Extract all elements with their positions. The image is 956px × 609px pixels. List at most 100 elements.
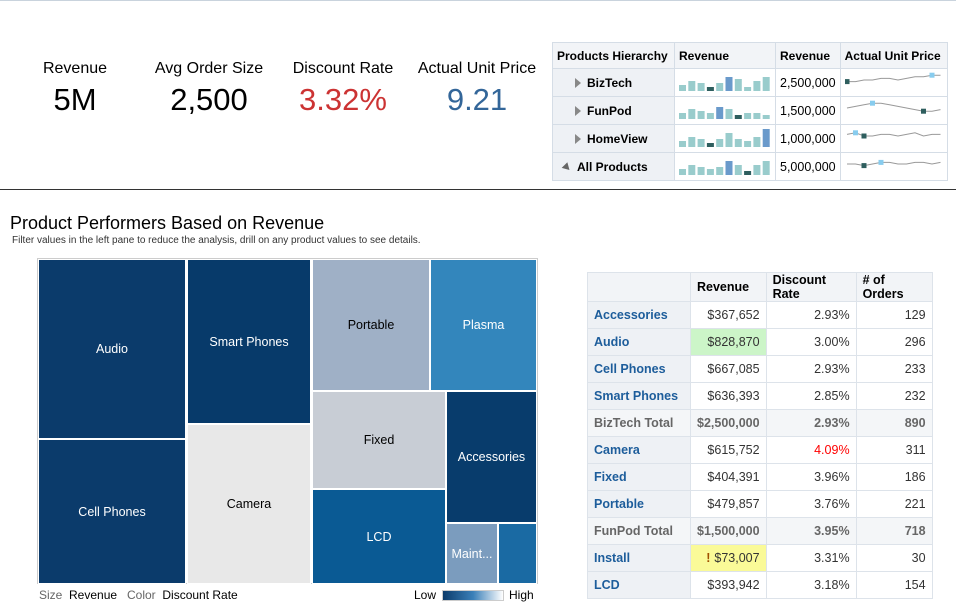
kpi-actual-unit-price: Actual Unit Price 9.21	[413, 60, 541, 118]
treemap-tile[interactable]: Maint...	[446, 523, 498, 584]
product-name[interactable]: LCD	[587, 571, 691, 599]
legend-label: Color	[127, 588, 156, 602]
hierarchy-row: FunPod 1,500,000	[552, 96, 948, 125]
hierarchy-item[interactable]: HomeView	[552, 124, 675, 153]
revenue-value: $404,391	[707, 470, 760, 484]
spark-bar	[725, 161, 733, 175]
product-name[interactable]: Accessories	[587, 301, 691, 329]
treemap-tile[interactable]: LCD	[312, 489, 446, 584]
revenue-value: $479,857	[707, 497, 760, 511]
revenue-sparkbar	[674, 68, 789, 97]
spark-bar	[706, 113, 714, 119]
revenue-cell: $1,500,000	[690, 517, 767, 545]
revenue-sparkbar	[674, 124, 789, 153]
treemap-tile[interactable]	[498, 523, 537, 584]
revenue-value: $828,870	[707, 335, 760, 349]
product-name[interactable]: Audio	[587, 328, 691, 356]
legend-high: High	[509, 588, 534, 602]
product-name[interactable]: Cell Phones	[587, 355, 691, 383]
spark-bar	[716, 83, 724, 91]
orders-cell: 129	[855, 301, 933, 329]
product-name[interactable]: Camera	[587, 436, 691, 464]
hierarchy-row: HomeView 1,000,000	[552, 124, 948, 153]
discount-rate-cell: 3.95%	[765, 517, 857, 545]
col-header[interactable]: Revenue	[674, 42, 776, 69]
spark-bar	[744, 87, 752, 91]
collapsed-triangle-icon[interactable]	[575, 133, 581, 144]
orders-cell: 186	[855, 463, 933, 491]
revenue-cell: $667,085	[690, 355, 767, 383]
col-header[interactable]: Actual Unit Price	[839, 42, 948, 69]
hierarchy-label[interactable]: All Products	[577, 159, 648, 174]
product-name[interactable]: Portable	[587, 490, 691, 518]
col-header[interactable]: Revenue	[690, 272, 767, 302]
treemap-tile[interactable]: Accessories	[446, 391, 537, 523]
spark-bar	[688, 165, 696, 175]
hierarchy-label[interactable]: FunPod	[587, 103, 632, 118]
spark-low-marker	[861, 163, 867, 169]
collapsed-triangle-icon[interactable]	[575, 77, 581, 88]
revenue-cell: ! $73,007	[690, 544, 767, 572]
revenue-value: $667,085	[707, 362, 760, 376]
treemap-tile[interactable]: Audio	[38, 259, 186, 439]
orders-cell: 154	[855, 571, 933, 599]
revenue-value: $1,500,000	[697, 524, 760, 538]
treemap-tile[interactable]: Plasma	[430, 259, 537, 391]
expanded-triangle-icon[interactable]	[561, 161, 573, 173]
collapsed-triangle-icon[interactable]	[575, 105, 581, 116]
top-border	[0, 0, 956, 1]
product-name: BizTech Total	[587, 409, 691, 437]
hierarchy-row: All Products 5,000,000	[552, 152, 948, 181]
orders-cell: 30	[855, 544, 933, 572]
revenue-value: $367,652	[707, 308, 760, 322]
orders-cell: 311	[855, 436, 933, 464]
orders-cell: 233	[855, 355, 933, 383]
treemap-tile[interactable]: Smart Phones	[187, 259, 311, 424]
tile-label: Cell Phones	[78, 504, 146, 519]
product-name[interactable]: Smart Phones	[587, 382, 691, 410]
spark-bar	[697, 111, 705, 119]
spark-high-marker	[869, 100, 875, 106]
discount-rate-cell: 2.85%	[765, 382, 857, 410]
spark-low-marker	[861, 133, 867, 139]
col-header[interactable]: Discount Rate	[765, 272, 857, 302]
revenue-value: 5,000,000	[775, 152, 841, 181]
treemap-tile[interactable]: Fixed	[312, 391, 446, 489]
col-header[interactable]: Products Hierarchy	[552, 42, 675, 69]
table-row: Accessories $367,652 2.93% 129	[587, 301, 933, 329]
spark-bar	[679, 85, 686, 91]
price-sparkline	[839, 96, 948, 125]
spark-bar	[679, 169, 686, 175]
treemap-tile[interactable]: Cell Phones	[38, 439, 186, 584]
treemap-tile[interactable]: Camera	[187, 424, 311, 584]
price-sparkline	[839, 68, 948, 97]
spark-bar	[716, 139, 724, 147]
orders-cell: 718	[855, 517, 933, 545]
col-header[interactable]: Revenue	[775, 42, 841, 69]
col-header[interactable]: # of Orders	[855, 272, 933, 302]
hierarchy-label[interactable]: BizTech	[587, 75, 633, 90]
spark-bar	[762, 161, 770, 175]
hierarchy-item[interactable]: BizTech	[552, 68, 675, 97]
discount-rate-cell: 4.09%	[765, 436, 857, 464]
hierarchy-label[interactable]: HomeView	[587, 131, 648, 146]
kpi-value: 5M	[53, 82, 97, 117]
revenue-cell: $2,500,000	[690, 409, 767, 437]
kpi-avg-order-size: Avg Order Size 2,500	[145, 60, 273, 118]
table-row: Camera $615,752 4.09% 311	[587, 436, 933, 464]
hierarchy-item[interactable]: All Products	[552, 152, 675, 181]
product-name[interactable]: Install	[587, 544, 691, 572]
kpi-label: Actual Unit Price	[417, 60, 537, 77]
product-name[interactable]: Fixed	[587, 463, 691, 491]
table-row: Install ! $73,007 3.31% 30	[587, 544, 933, 572]
orders-cell: 221	[855, 490, 933, 518]
total-row: FunPod Total $1,500,000 3.95% 718	[587, 517, 933, 545]
hierarchy-item[interactable]: FunPod	[552, 96, 675, 125]
tile-label: Audio	[96, 342, 128, 356]
treemap-tile[interactable]: Portable	[312, 259, 430, 391]
revenue-value: $2,500,000	[697, 416, 760, 430]
product-name: FunPod Total	[587, 517, 691, 545]
spark-bar	[762, 115, 770, 119]
spark-bar	[706, 143, 714, 147]
kpi-value: 2,500	[170, 82, 248, 117]
